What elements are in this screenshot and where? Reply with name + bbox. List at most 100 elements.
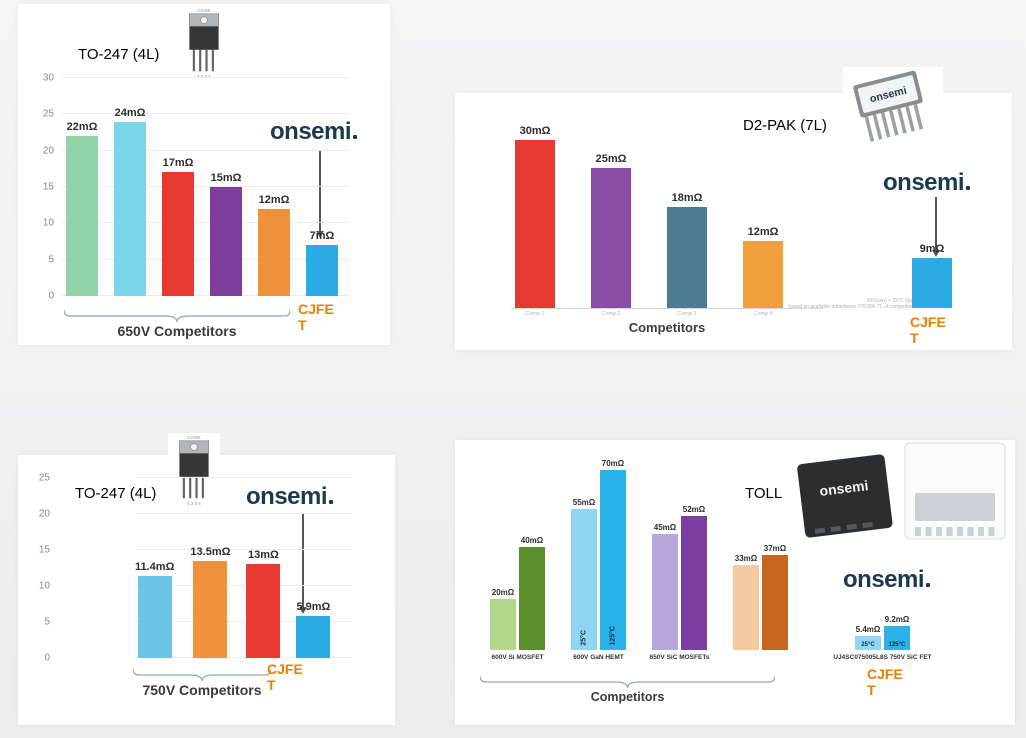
logo-dot-icon [926,583,931,587]
bar-column: 18mΩ Comp 3 [667,192,707,317]
to247-package-icon: CASE 1 2 3 4 [189,8,219,79]
bar-column: 22mΩ [66,121,98,296]
bar-plot-competitors: 30mΩ Comp 1 25mΩ Comp 2 18mΩ Comp 3 12mΩ Comp 4… [515,125,1012,317]
bar [681,516,707,650]
onsemi-logo-text: onsemi [270,118,352,145]
chart-card-750v-to247: TO-247 (4L) CASE 1 2 3 4 onsemi 0 5 10 15 20… [18,433,395,725]
bar-column: 5.4mΩ 25°C [855,625,881,650]
bar-value-label: 5.9mΩ [296,601,331,613]
bar [743,241,783,308]
to247-package-icon: CASE 1 2 3 4 [179,435,209,506]
package-type-title: D2-PAK (7L) [743,117,827,134]
bar-column: 33mΩ [733,554,759,650]
toll-package-icon: onsemi [797,442,1006,540]
chart-card-toll: TOLL onsemi [455,440,1015,725]
bar-value-label: 18mΩ [671,192,703,204]
y-axis-tick: 25 [38,472,50,484]
bar-column: 13mΩ [246,549,281,658]
onsemi-logo: onsemi [246,483,334,511]
bar [490,599,516,650]
competitors-bracket [64,310,290,322]
logo-dot-icon [329,500,334,504]
x-axis-line [511,308,823,309]
x-axis-label: Competitors [628,320,706,335]
bar-value-label: 37mΩ [763,544,787,553]
onsemi-logo: onsemi [843,566,931,594]
bar-value-label: 9.2mΩ [884,615,910,624]
bar-column: 9.2mΩ 125°C [884,615,910,650]
bar-caption: Comp 4 [753,311,773,317]
bar: 25°C [855,636,881,650]
bar-column: 40mΩ [519,536,545,650]
bar-value-label: 22mΩ [66,121,98,133]
fine-print-line1: RDS(on) + 25°C (typ) [867,298,915,304]
onsemi-logo: onsemi [883,169,971,197]
bar [258,209,290,296]
grouped-bar-plot-toll: 20mΩ 40mΩ 600V Si MOSFET 55mΩ 25°C 70mΩ 125°C 6… [490,459,932,661]
y-axis-tick: 0 [44,652,50,664]
bar-value-label: 30mΩ [519,125,551,137]
y-axis-tick: 25 [42,108,54,120]
onsemi-logo-text: onsemi [883,169,965,196]
bar-value-label: 17mΩ [162,157,194,169]
bar-value-label: 13mΩ [248,549,279,561]
bar [193,561,228,658]
bar-pair: 45mΩ 52mΩ [652,505,707,650]
bar-plot-650v: 22mΩ 24mΩ 17mΩ 15mΩ 12mΩ 7mΩ [62,77,348,296]
bar-plot-750v: 11.4mΩ 13.5mΩ 13mΩ 5.9mΩ [135,477,351,658]
bar-group: 20mΩ 40mΩ 600V Si MOSFET [490,465,545,661]
bar-group: 5.4mΩ 25°C 9.2mΩ 125°C UJ4SC075005L8S 750V S… [833,465,931,661]
y-axis-tick: 5 [44,616,50,628]
bar-temp-label: 25°C [861,642,875,648]
bar: 125°C [884,626,910,650]
bar-value-label: 15mΩ [210,172,242,184]
y-axis: 0 5 10 15 20 25 [24,473,52,664]
y-axis-tick: 10 [38,580,50,592]
gridline [62,186,348,187]
bar-temp-label: 25°C [580,630,588,646]
bar [210,187,242,296]
bar-value-label: 24mΩ [114,107,146,119]
bar-value-label: 11.4mΩ [135,561,175,573]
bar-value-label: 70mΩ [601,459,625,468]
bar-column: 12mΩ Comp 4 [743,226,783,317]
bar [114,122,146,296]
cjfet-label: CJFET [298,301,334,334]
cjfet-label: CJFET [910,314,946,347]
package-type-title: TOLL [745,485,783,502]
chart-card-650v-to247: TO-247 (4L) CASE 1 2 3 4 onsemi 0 5 10 15 20… [18,4,390,345]
bar-temp-label: 125°C [888,642,906,648]
gridline [135,621,351,622]
bar-column: 45mΩ [652,523,678,650]
bar [733,565,759,650]
to247-package-image: CASE 1 2 3 4 [168,433,220,512]
bar-value-label: 13.5mΩ [190,546,231,558]
bar-pair: 5.4mΩ 25°C 9.2mΩ 125°C [855,615,910,650]
bar-group: 55mΩ 25°C 70mΩ 125°C 600V GaN HEMT [571,459,626,661]
x-axis-label: Competitors [590,690,665,704]
bar-column: 11.4mΩ [135,561,174,658]
y-axis: 0 5 10 15 20 25 30 [26,73,56,302]
bar-value-label: 40mΩ [520,536,544,545]
bar-caption: Comp 1 [525,311,545,317]
bar [591,168,631,308]
bar [912,258,952,308]
bar-value-label: 5.4mΩ [855,625,881,634]
bar-pair: 33mΩ 37mΩ [733,544,788,650]
logo-dot-icon [966,186,971,190]
bar-column: 37mΩ [762,544,788,650]
bar-value-label: 12mΩ [747,226,779,238]
bar-column: 25mΩ Comp 2 [591,153,631,317]
package-type-title: TO-247 (4L) [75,485,157,502]
bar-pair: 55mΩ 25°C 70mΩ 125°C [571,459,626,650]
bar-value-label: 55mΩ [572,498,596,507]
gridline [135,657,351,658]
bar [762,555,788,650]
y-axis-tick: 20 [38,508,50,520]
bar-column: 5.9mΩ [296,601,331,658]
cjfet-label: CJFET [267,661,303,694]
bar [667,207,707,308]
bar-caption: Comp 2 [601,311,621,317]
bar-column: 52mΩ [681,505,707,650]
x-axis-label: 650V Competitors [117,323,237,339]
